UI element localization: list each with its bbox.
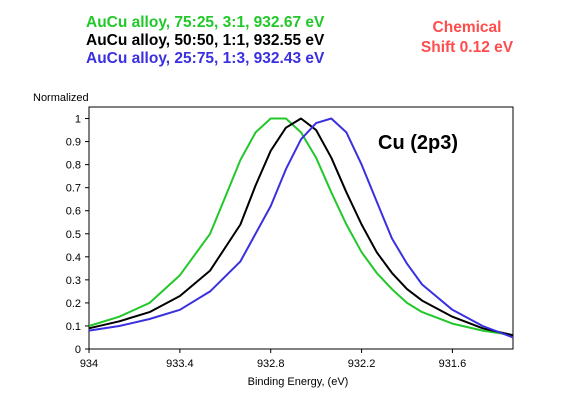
y-tick-label: 0.6 [66,206,81,218]
y-tick-label: 0.8 [66,160,81,172]
y-tick-label: 0.4 [66,252,81,264]
x-tick-label: 931.6 [439,358,467,370]
series-line-25-75 [88,117,514,339]
legend-entry-25-75: AuCu alloy, 25:75, 1:3, 932.43 eV [86,50,325,67]
series-line-75-25 [88,117,514,337]
chemical-shift-line2: Shift 0.12 eV [420,39,514,56]
axes: 0 0.1 0.2 0.3 0.4 0.5 0.6 0.7 0.8 0.9 1 934 933.4 932… [66,106,514,370]
y-tick-label: 0.1 [66,321,81,333]
x-tick-label: 932.2 [348,358,376,370]
plot-frame [88,106,514,350]
x-tick-label: 932.8 [257,358,285,370]
y-tick-label: 0.2 [66,298,81,310]
y-tick-label: 0 [75,344,81,356]
chemical-shift-line1: Chemical [432,19,502,36]
y-axis-title: Normalized [33,92,89,104]
series-line-50-50 [88,117,514,337]
x-tick-label: 934 [80,358,98,370]
x-tick-label: 933.4 [166,358,194,370]
x-axis-title: Binding Energy, (eV) [248,376,349,388]
chart-label: Cu (2p3) [378,132,458,154]
y-tick-label: 0.3 [66,275,81,287]
y-tick-label: 1 [75,114,81,126]
y-tick-label: 0.9 [66,137,81,149]
series-layer [88,117,514,339]
legend: AuCu alloy, 75:25, 3:1, 932.67 eV AuCu a… [86,14,324,68]
chemical-shift-annotation: Chemical Shift 0.12 eV [400,18,534,58]
y-tick-label: 0.7 [66,183,81,195]
legend-entry-75-25: AuCu alloy, 75:25, 3:1, 932.67 eV [86,14,325,31]
y-tick-label: 0.5 [66,229,81,241]
legend-entry-50-50: AuCu alloy, 50:50, 1:1, 932.55 eV [86,32,325,49]
